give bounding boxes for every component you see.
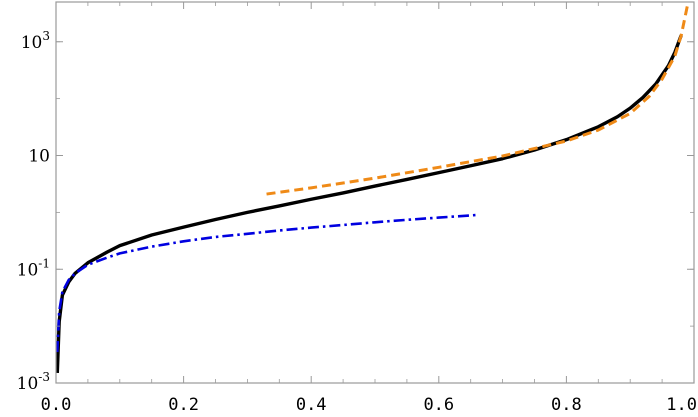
series-line-dashdot: [55, 213, 478, 353]
series-layer: [55, 4, 690, 374]
x-tick-label: 0.4: [296, 395, 327, 415]
x-tick-label: 0.0: [41, 395, 72, 415]
y-tick-label: 103: [21, 29, 50, 53]
y-tick-exponent: -1: [38, 256, 50, 270]
y-tick-exponent: 3: [42, 29, 50, 43]
x-tick-label: 0.6: [423, 395, 454, 415]
x-tick-label: 0.2: [168, 395, 199, 415]
x-tick-label: 0.8: [551, 395, 582, 415]
axes-layer: 0.0 0.2 0.4 0.6 0.8 1.0 10-3 10-1 10 103: [17, 1, 697, 415]
y-tick-label: 10-3: [17, 370, 50, 394]
y-tick-exponent: -3: [38, 370, 50, 384]
y-tick-label: 10: [28, 147, 50, 167]
x-tick-label: 1.0: [666, 395, 697, 415]
series-line-dashed: [266, 4, 690, 196]
y-tick-label: 10-1: [17, 256, 50, 280]
series-line-solid: [55, 34, 683, 374]
